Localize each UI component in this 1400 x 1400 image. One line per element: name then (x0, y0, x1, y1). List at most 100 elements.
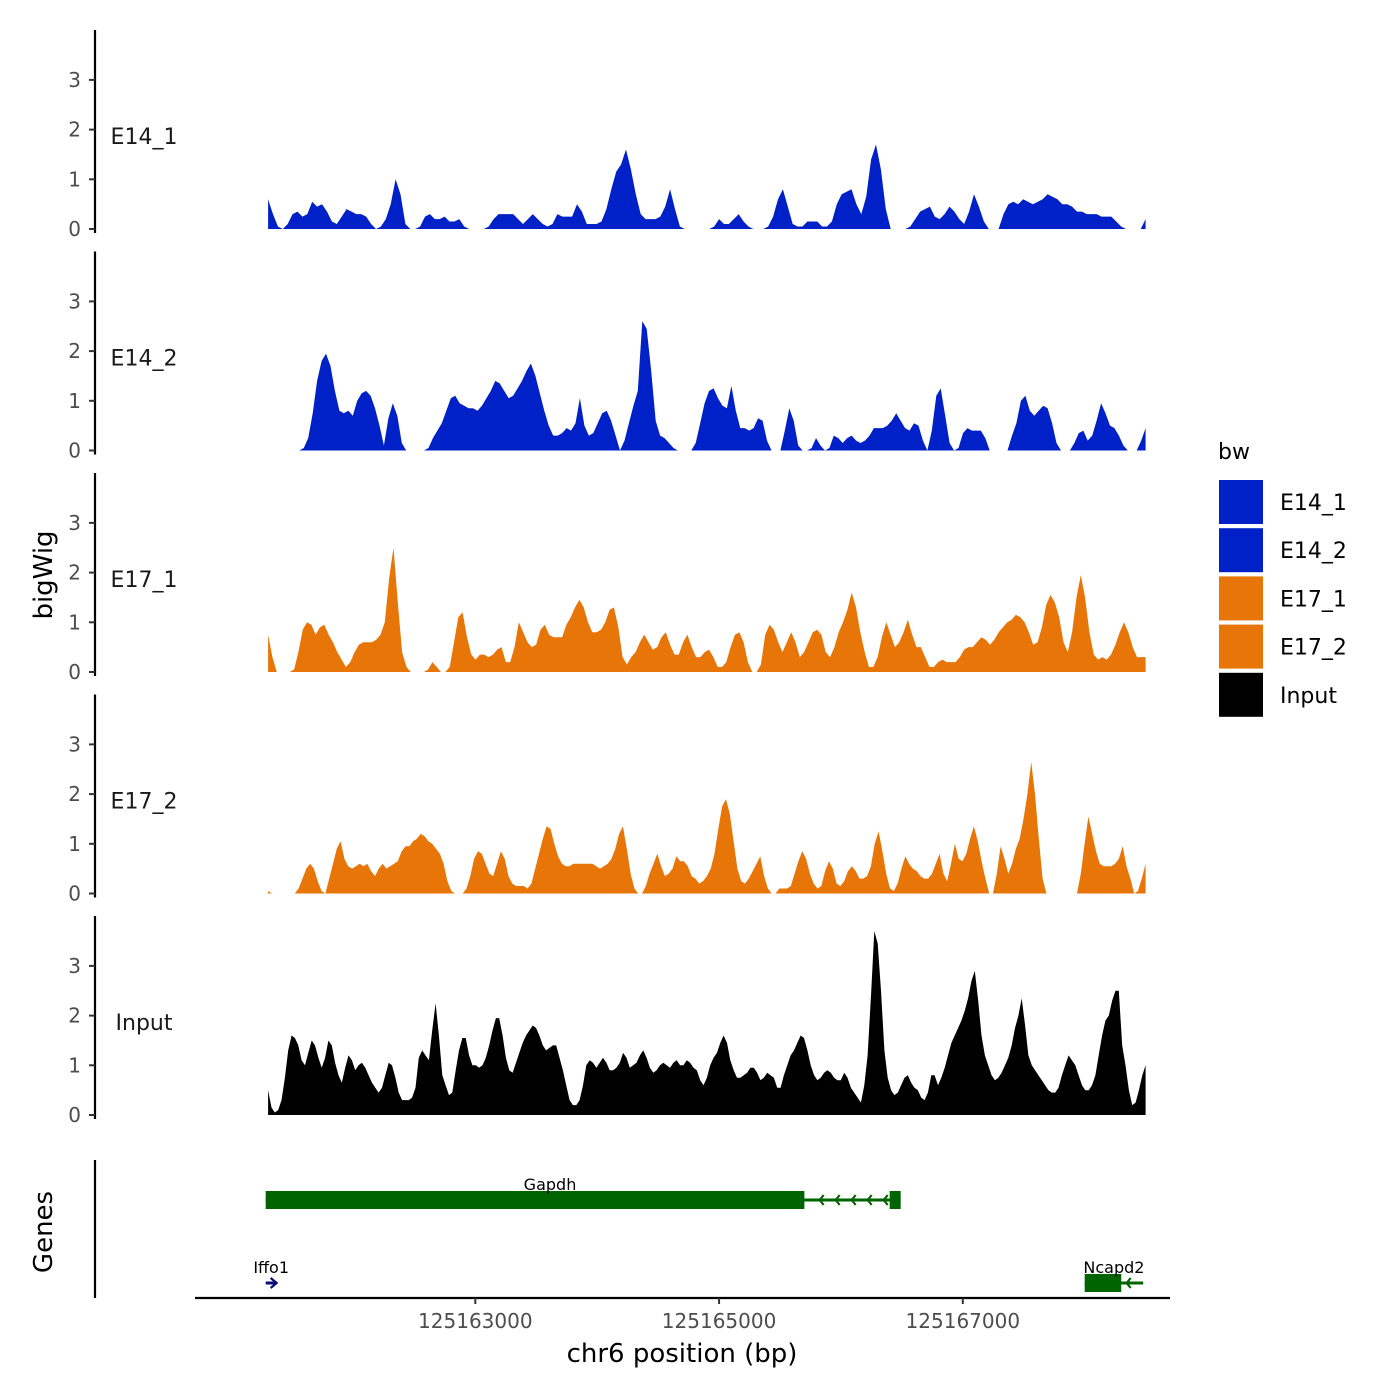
strand-arrow (1125, 1277, 1132, 1289)
zero-gap (274, 449, 280, 452)
zero-gap (476, 227, 482, 231)
zero-gap (684, 449, 690, 452)
gene-exon (265, 1191, 805, 1209)
zero-gap (1000, 449, 1006, 452)
zero-gap (289, 892, 293, 895)
track-E17_1: 0 1 2 3 E17_1 (68, 473, 1146, 684)
legend-swatch-E17_1 (1219, 576, 1263, 621)
zero-gap (408, 449, 413, 452)
track-E17_2: 0 1 2 3 E17_2 (68, 694, 1146, 906)
zero-gap (680, 449, 685, 452)
zero-gap (270, 449, 275, 452)
zero-gap (893, 227, 899, 231)
area-series-Input (268, 931, 1146, 1115)
zero-gap (279, 449, 284, 452)
legend-label-Input: Input (1280, 684, 1337, 709)
y-tick-label: 3 (68, 732, 81, 756)
y-tick-label: 3 (68, 511, 81, 535)
zero-gap (1063, 449, 1068, 452)
gene-Ncapd2: Ncapd2 (1083, 1258, 1144, 1292)
zero-gap (755, 227, 761, 231)
strand-arrow (850, 1194, 857, 1206)
y-tick-label: 2 (68, 561, 81, 585)
zero-gap (283, 670, 288, 674)
y-tick-label: 1 (68, 1053, 81, 1077)
zero-gap (1133, 227, 1139, 231)
zero-gap (996, 449, 1001, 452)
gene-label-Iffo1: Iffo1 (253, 1258, 289, 1277)
gene-track: Gapdh Iffo1 Ncapd2 (93, 1160, 1144, 1298)
zero-gap (1071, 892, 1075, 895)
y-tick-label: 0 (68, 439, 81, 463)
y-tick-label: 1 (68, 832, 81, 856)
legend-label-E14_2: E14_2 (1280, 539, 1347, 564)
legend-title: bw (1218, 440, 1250, 465)
facet-label-E14_2: E14_2 (111, 347, 178, 372)
y-tick-label: 3 (68, 68, 81, 92)
legend-swatch-Input (1219, 672, 1263, 717)
y-tick-label: 3 (68, 954, 81, 978)
strand-arrow (882, 1194, 889, 1206)
y-tick-label: 2 (68, 782, 81, 806)
zero-gap (281, 892, 286, 895)
gene-Iffo1: Iffo1 (253, 1258, 289, 1289)
legend: bw E14_1 E14_2 E17_1 E17_2 Input (1218, 440, 1347, 717)
y-tick-label: 0 (68, 217, 81, 241)
zero-gap (412, 670, 418, 674)
legend-swatch-E17_2 (1219, 624, 1263, 669)
zero-gap (417, 449, 422, 452)
zero-gap (1063, 892, 1068, 895)
zero-gap (283, 449, 289, 452)
zero-gap (273, 892, 278, 895)
zero-gap (292, 449, 298, 452)
area-series-E17_2 (268, 761, 1146, 894)
y-tick-label: 0 (68, 1103, 81, 1127)
facet-label-E17_1: E17_1 (111, 568, 178, 593)
zero-gap (457, 892, 461, 895)
area-series-E14_2 (268, 321, 1146, 451)
y-tick-label: 1 (68, 167, 81, 191)
y-tick-label: 2 (68, 1004, 81, 1028)
genes-track-title: Genes (29, 1191, 59, 1273)
zero-gap (278, 670, 284, 674)
zero-gap (992, 449, 997, 452)
zero-gap (1052, 892, 1056, 895)
y-tick-label: 2 (68, 339, 81, 363)
strand-arrow (834, 1194, 841, 1206)
facet-label-E14_1: E14_1 (111, 125, 178, 150)
zero-gap (471, 227, 477, 231)
zero-gap (417, 670, 422, 674)
gene-exon (1084, 1274, 1122, 1292)
y-tick-label: 2 (68, 118, 81, 142)
gene-exon (889, 1191, 901, 1209)
zero-gap (1048, 892, 1053, 895)
y-axis-title: bigWig (29, 530, 59, 619)
x-axis: 125163000 125165000 125167000 (195, 1296, 1170, 1333)
facet-label-E17_2: E17_2 (111, 790, 178, 815)
zero-gap (697, 227, 702, 231)
track-E14_2: 0 1 2 3 E14_2 (68, 251, 1146, 463)
x-axis-title: chr6 position (bp) (567, 1339, 798, 1369)
facet-label-Input: Input (116, 1011, 173, 1036)
track-Input: 0 1 2 3 Input (68, 916, 1146, 1127)
track-E14_1: 0 1 2 3 E14_1 (68, 30, 1146, 241)
zero-gap (702, 227, 707, 231)
strand-arrow (866, 1194, 873, 1206)
zero-gap (692, 227, 698, 231)
zero-gap (1128, 227, 1134, 231)
zero-gap (277, 892, 282, 895)
zero-gap (898, 227, 903, 231)
y-tick-label: 0 (68, 882, 81, 906)
legend-label-E14_1: E14_1 (1280, 491, 1347, 516)
strand-arrow (269, 1277, 279, 1289)
area-series-E17_1 (268, 547, 1146, 672)
zero-gap (412, 449, 418, 452)
zero-gap (1059, 892, 1064, 895)
y-tick-label: 0 (68, 660, 81, 684)
x-tick-label: 125167000 (906, 1309, 1021, 1333)
y-tick-label: 3 (68, 289, 81, 313)
zero-gap (773, 449, 779, 452)
gene-label-Ncapd2: Ncapd2 (1083, 1258, 1144, 1277)
zero-gap (687, 227, 693, 231)
strand-arrow (818, 1194, 825, 1206)
